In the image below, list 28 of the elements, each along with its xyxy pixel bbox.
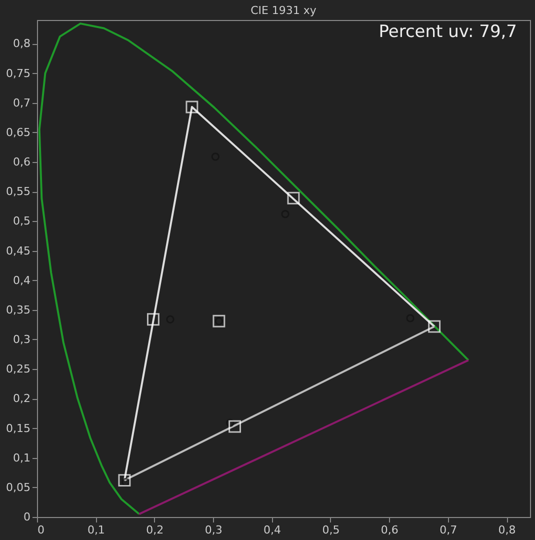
- x-tick-label: 0: [38, 524, 44, 536]
- y-tick-label: 0,15: [6, 422, 30, 435]
- x-tick-label: 0,2: [146, 524, 164, 536]
- y-tick-label: 0,55: [6, 185, 30, 198]
- x-tick-label: 0,8: [498, 524, 516, 536]
- y-tick-label: 0,65: [6, 126, 30, 139]
- chart-title: CIE 1931 xy: [250, 4, 317, 17]
- y-tick-label: 0,8: [13, 37, 30, 50]
- y-tick-label: 0,75: [6, 66, 30, 80]
- y-tick-label: 0,7: [13, 96, 30, 110]
- y-tick-label: 0,6: [13, 156, 30, 168]
- y-tick-label: 0,5: [13, 214, 30, 228]
- y-tick-label: 0,35: [6, 303, 30, 316]
- annotation: Percent uv: 79,7: [378, 22, 517, 42]
- x-tick-label: 0,5: [322, 524, 340, 536]
- y-tick-label: 0,1: [13, 451, 30, 464]
- y-tick-label: 0,4: [13, 274, 30, 287]
- y-tick-label: 0,05: [6, 480, 30, 494]
- y-tick-label: 0,3: [13, 333, 30, 346]
- x-tick-label: 0,6: [380, 524, 398, 536]
- y-tick-label: 0,2: [13, 392, 30, 406]
- x-tick-label: 0,4: [264, 524, 282, 536]
- x-tick-label: 0,3: [204, 524, 222, 536]
- x-tick-label: 0,1: [87, 524, 105, 536]
- y-tick-label: 0,25: [6, 362, 30, 376]
- y-tick-label: 0: [24, 510, 30, 524]
- x-tick-label: 0,7: [440, 524, 458, 536]
- y-tick-label: 0,45: [6, 244, 30, 258]
